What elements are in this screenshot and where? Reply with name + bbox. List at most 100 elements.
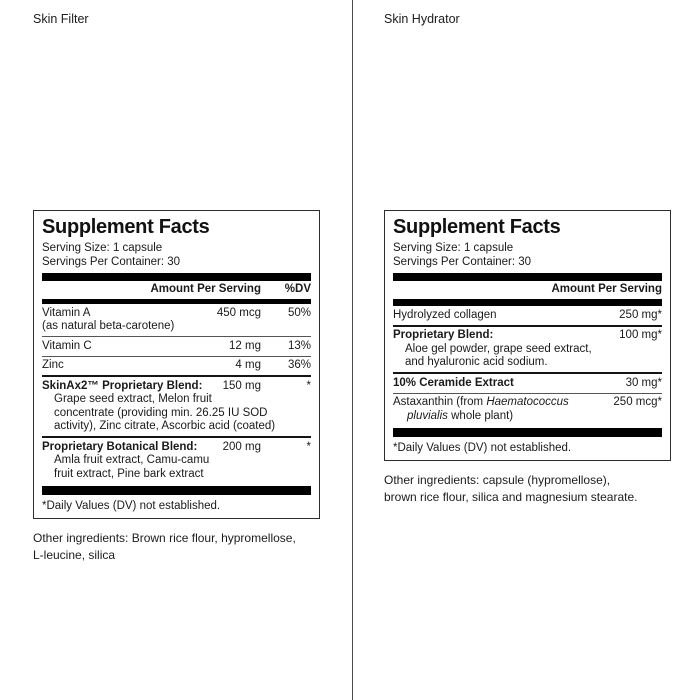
ingredient-name: Zinc — [42, 359, 311, 373]
column-header: Amount Per Serving %DV — [42, 281, 311, 299]
ingredient-name-line: Astaxanthin (from Haematococcus — [393, 396, 662, 410]
ingredient-name: Hydrolyzed collagen — [393, 309, 662, 323]
other-ingredients-line: Other ingredients: Brown rice flour, hyp… — [33, 530, 296, 545]
ingredient-name-line: Proprietary Botanical Blend: — [42, 441, 311, 455]
ingredient-description-line: Aloe gel powder, grape seed extract, — [405, 342, 592, 355]
name-text: Haematococcus — [486, 396, 569, 408]
ingredient-name: Proprietary Botanical Blend: — [42, 441, 311, 455]
amount-value: 250 mg* — [619, 308, 662, 321]
name-text: Vitamin A — [42, 306, 91, 319]
product-name: Skin Hydrator — [384, 12, 460, 26]
panel-skin-filter: Skin Filter Supplement Facts Serving Siz… — [33, 0, 320, 700]
dv-footnote: *Daily Values (DV) not established. — [42, 499, 221, 512]
ingredient-name: SkinAx2™ Proprietary Blend: — [42, 380, 311, 394]
name-text: whole plant) — [447, 409, 514, 422]
ingredient-rows: Vitamin A (as natural beta-carotene) 450 m… — [42, 304, 311, 484]
ingredient-row: Vitamin C 12 mg 13% — [42, 337, 311, 356]
ingredient-row: Proprietary Botanical Blend: Amla fruit e… — [42, 438, 311, 484]
ingredient-row: Hydrolyzed collagen 250 mg* — [393, 306, 662, 325]
name-text: Astaxanthin (from — [393, 396, 487, 408]
servings-per-container: Servings Per Container: 30 — [42, 256, 181, 268]
ingredient-description-line: and hyaluronic acid sodium. — [405, 356, 548, 368]
row-separator — [393, 372, 662, 374]
ingredient-name: Vitamin C — [42, 340, 311, 354]
ingredient-name-line: Vitamin C — [42, 340, 311, 354]
row-separator — [42, 355, 311, 357]
ingredient-name-line: (as natural beta-carotene) — [42, 320, 311, 334]
amount-value: 150 mg — [222, 379, 261, 392]
ingredient-name: Astaxanthin (from Haematococcus pluvialis… — [393, 396, 662, 423]
ingredient-name: Vitamin A (as natural beta-carotene) — [42, 307, 311, 334]
name-text: Proprietary Blend: — [393, 329, 494, 341]
serving-size: Serving Size: 1 capsule — [42, 242, 163, 254]
ingredient-rows: Hydrolyzed collagen 250 mg* Proprietary Bl… — [393, 306, 662, 426]
ingredient-name-line: Zinc — [42, 359, 311, 373]
dv-value: * — [306, 379, 311, 392]
name-text: Vitamin C — [42, 339, 92, 352]
row-separator — [42, 375, 311, 377]
name-text: (as natural beta-carotene) — [42, 320, 175, 332]
servings-per-container: Servings Per Container: 30 — [393, 256, 532, 268]
name-text: pluvialis — [407, 409, 448, 422]
name-text: Zinc — [42, 359, 64, 371]
ingredient-name-line: SkinAx2™ Proprietary Blend: — [42, 380, 311, 394]
facts-wrap: Supplement Facts Serving Size: 1 capsule… — [384, 210, 671, 506]
row-separator — [42, 436, 311, 438]
dv-value: 13% — [287, 339, 311, 352]
ingredient-name-line: 10% Ceramide Extract — [393, 377, 662, 391]
name-text: Hydrolyzed collagen — [393, 308, 497, 321]
mid-divider-bar — [42, 299, 311, 304]
supplement-facts-box: Supplement Facts Serving Size: 1 capsule… — [384, 210, 671, 461]
amount-value: 250 mcg* — [613, 396, 662, 408]
amount-per-serving-header: Amount Per Serving — [150, 283, 261, 295]
percent-dv-header: %DV — [284, 283, 311, 295]
dv-footnote: *Daily Values (DV) not established. — [393, 441, 572, 454]
mid-divider-bar — [393, 299, 662, 306]
ingredient-name: Proprietary Blend: — [393, 329, 662, 343]
ingredient-name-line: Proprietary Blend: — [393, 329, 662, 343]
row-separator — [393, 392, 662, 394]
ingredient-name-line: Vitamin A — [42, 307, 311, 321]
ingredient-description-line: Amla fruit extract, Camu-camu — [54, 454, 210, 466]
amount-value: 30 mg* — [625, 376, 662, 389]
facts-title: Supplement Facts — [393, 216, 561, 238]
facts-title: Supplement Facts — [42, 216, 210, 238]
ingredient-row: 10% Ceramide Extract 30 mg* — [393, 374, 662, 393]
ingredient-description-line: concentrate (providing min. 26.25 IU SOD — [54, 406, 268, 419]
column-divider — [352, 0, 353, 700]
amount-value: 100 mg* — [619, 329, 662, 341]
thick-divider-bar — [42, 273, 311, 281]
ingredient-row: SkinAx2™ Proprietary Blend: Grape seed ex… — [42, 377, 311, 436]
ingredient-description-line: Grape seed extract, Melon fruit — [54, 393, 212, 405]
dv-value: 36% — [287, 359, 311, 371]
supplement-facts-box: Supplement Facts Serving Size: 1 capsule… — [33, 210, 320, 519]
facts-wrap: Supplement Facts Serving Size: 1 capsule… — [33, 210, 320, 564]
ingredient-row: Proprietary Blend: Aloe gel powder, grape… — [393, 327, 662, 373]
amount-per-serving-header: Amount Per Serving — [551, 283, 662, 295]
ingredient-name-line: pluvialis whole plant) — [393, 410, 662, 424]
thick-divider-bar — [42, 485, 311, 495]
ingredient-row: Zinc 4 mg 36% — [42, 357, 311, 376]
other-ingredients-line: Other ingredients: capsule (hypromellose… — [384, 472, 611, 487]
ingredient-name-line: Hydrolyzed collagen — [393, 309, 662, 323]
other-ingredients-line: brown rice flour, silica and magnesium s… — [384, 489, 638, 504]
amount-value: 12 mg — [229, 339, 261, 352]
product-name: Skin Filter — [33, 12, 89, 26]
amount-value: 450 mcg — [216, 306, 261, 319]
ingredient-description-line: fruit extract, Pine bark extract — [54, 467, 204, 480]
amount-value: 200 mg — [222, 440, 261, 453]
row-separator — [42, 336, 311, 337]
thick-divider-bar — [393, 427, 662, 437]
ingredient-description-line: activity), Zinc citrate, Ascorbic acid (… — [54, 420, 276, 432]
other-ingredients: Other ingredients: capsule (hypromellose… — [384, 472, 671, 506]
ingredient-name: 10% Ceramide Extract — [393, 377, 662, 391]
row-separator — [393, 324, 662, 327]
name-text: 10% Ceramide Extract — [393, 376, 514, 389]
amount-value: 4 mg — [235, 359, 261, 371]
thick-divider-bar — [393, 273, 662, 281]
serving-size: Serving Size: 1 capsule — [393, 242, 514, 254]
name-text: Proprietary Botanical Blend: — [42, 440, 198, 453]
dv-value: 50% — [287, 306, 311, 319]
other-ingredients-line: L-leucine, silica — [33, 547, 116, 562]
